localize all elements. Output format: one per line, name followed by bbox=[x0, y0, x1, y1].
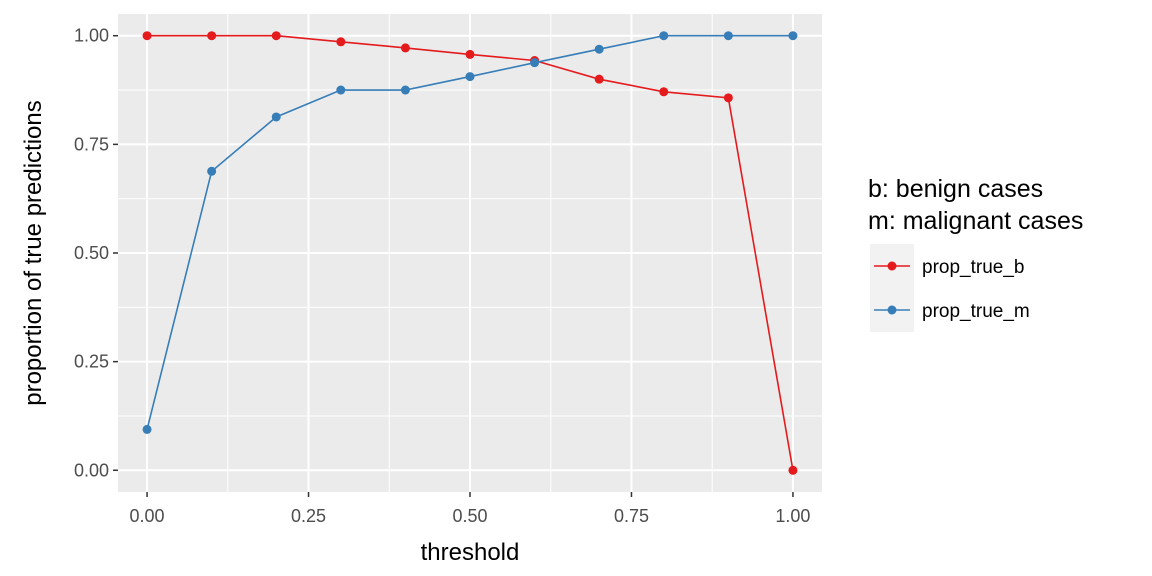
x-tick-label: 0.75 bbox=[614, 506, 649, 526]
y-tick-label: 0.75 bbox=[74, 134, 109, 154]
data-point bbox=[594, 74, 604, 84]
data-point bbox=[207, 166, 217, 176]
series-prop_true_m bbox=[142, 31, 798, 434]
series-layer bbox=[142, 31, 798, 475]
data-point bbox=[336, 85, 346, 95]
data-point bbox=[659, 31, 669, 41]
data-point bbox=[465, 49, 475, 59]
legend-item-prop_true_m: prop_true_m bbox=[870, 288, 1030, 332]
data-point bbox=[271, 31, 281, 41]
legend-item-prop_true_b: prop_true_b bbox=[870, 244, 1024, 288]
legend-key-point bbox=[887, 261, 897, 271]
data-point bbox=[400, 85, 410, 95]
x-tick-label: 0.25 bbox=[291, 506, 326, 526]
data-point bbox=[336, 37, 346, 47]
data-point bbox=[465, 72, 475, 82]
axes-layer: 0.00 0.25 0.50 0.75 1.00 0.00 0.25 0.50 0.75 1.00 bbox=[74, 26, 811, 526]
y-tick-label: 0.50 bbox=[74, 243, 109, 263]
y-tick-label: 1.00 bbox=[74, 26, 109, 46]
data-point bbox=[207, 31, 217, 41]
data-point bbox=[142, 31, 152, 41]
data-point bbox=[788, 465, 798, 475]
data-point bbox=[594, 44, 604, 54]
y-tick-label: 0.00 bbox=[74, 460, 109, 480]
legend-label: prop_true_b bbox=[922, 257, 1024, 278]
series-prop_true_b bbox=[142, 31, 798, 475]
data-point bbox=[723, 31, 733, 41]
x-axis-title: threshold bbox=[421, 539, 520, 566]
data-point bbox=[530, 58, 540, 68]
data-point bbox=[723, 93, 733, 103]
grid-lines bbox=[118, 14, 822, 492]
legend-label: prop_true_m bbox=[922, 301, 1030, 322]
legend-key-point bbox=[887, 305, 897, 315]
data-point bbox=[400, 43, 410, 53]
legend-title-line-2: m: malignant cases bbox=[868, 207, 1083, 235]
legend-title-line-1: b: benign cases bbox=[868, 175, 1043, 203]
data-point bbox=[788, 31, 798, 41]
x-tick-label: 0.00 bbox=[130, 506, 165, 526]
legend-keys: prop_true_b prop_true_m bbox=[870, 244, 1030, 332]
y-axis-title: proportion of true predictions bbox=[20, 100, 47, 406]
x-tick-label: 0.50 bbox=[452, 506, 487, 526]
x-tick-label: 1.00 bbox=[775, 506, 810, 526]
data-point bbox=[142, 424, 152, 434]
data-point bbox=[659, 87, 669, 97]
y-tick-label: 0.25 bbox=[74, 352, 109, 372]
data-point bbox=[271, 112, 281, 122]
legend: b: benign cases m: malignant cases prop_… bbox=[868, 175, 1083, 332]
